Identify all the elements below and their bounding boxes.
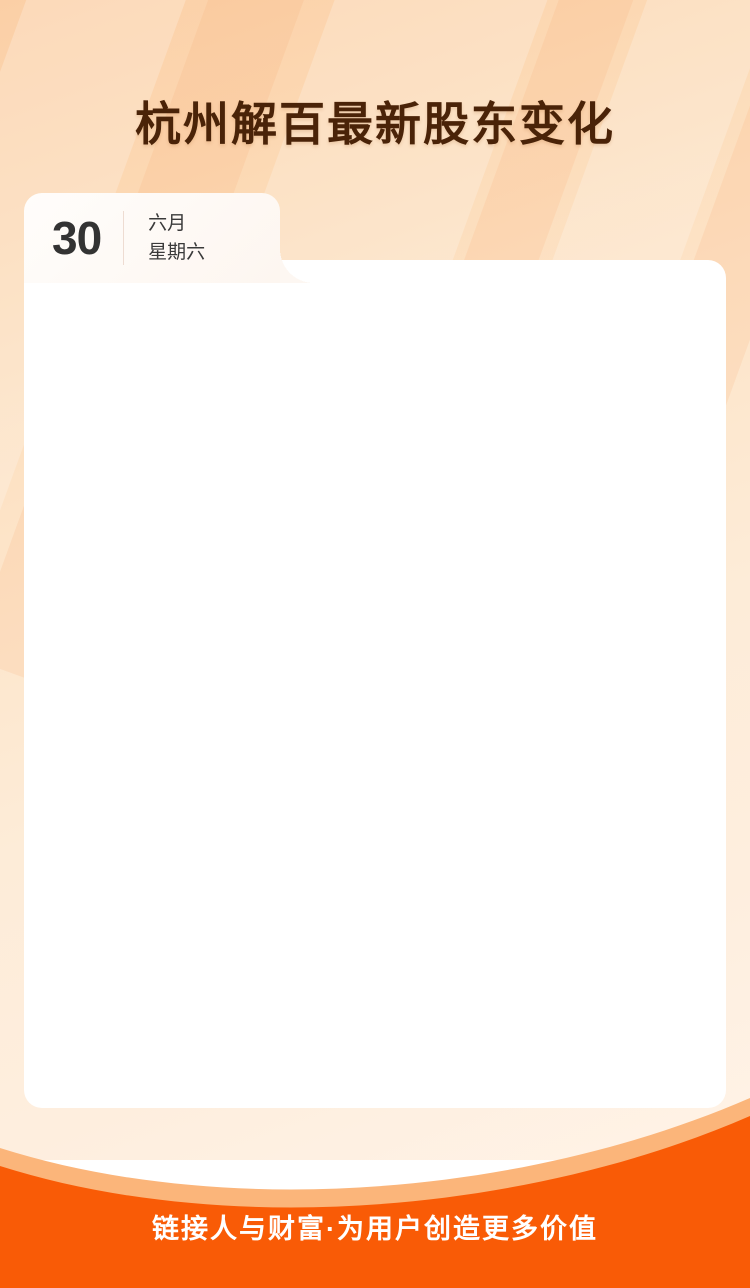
date-weekday: 星期六: [148, 242, 206, 263]
date-month: 六月: [148, 212, 187, 234]
footer-wave: [0, 1098, 750, 1288]
footer-slogan: 链接人与财富·为用户创造更多价值: [152, 1214, 598, 1244]
date-divider: [123, 211, 125, 265]
page-title: 杭州解百最新股东变化: [135, 98, 615, 150]
date-card: 30 六月 星期六: [24, 193, 314, 283]
main-card: [24, 260, 726, 1108]
date-day: 30: [52, 212, 102, 264]
date-text-group: 六月 星期六: [124, 209, 205, 268]
